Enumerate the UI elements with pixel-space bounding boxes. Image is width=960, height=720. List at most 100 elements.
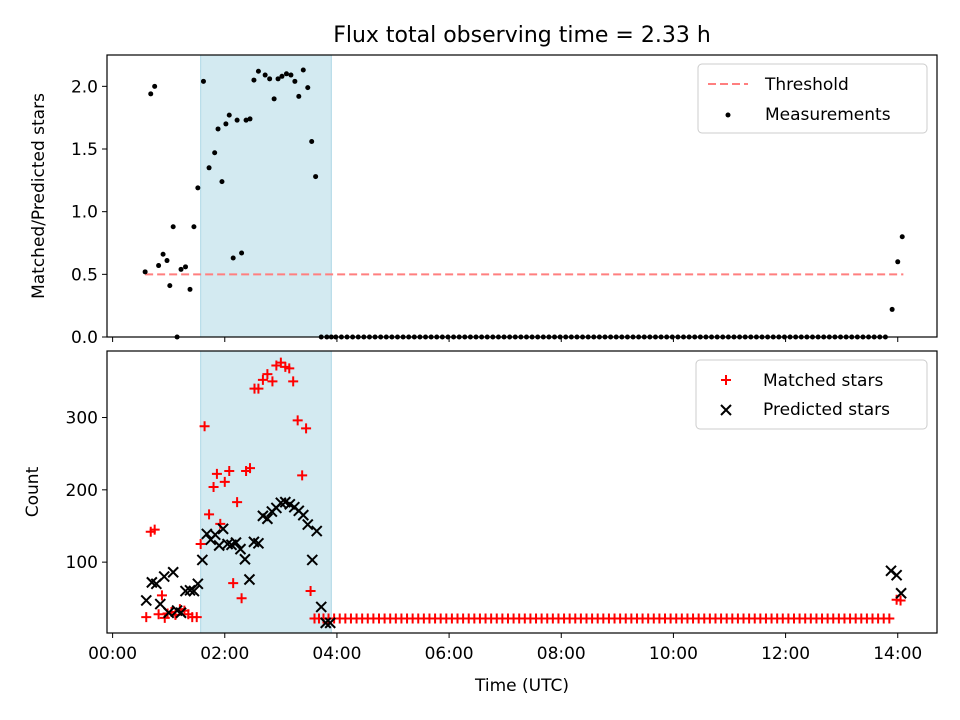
measurement-point xyxy=(889,306,895,312)
count-y-axis-label: Count xyxy=(23,466,43,517)
measurement-point xyxy=(239,250,245,256)
matched-star-marker xyxy=(301,423,312,434)
measurement-point xyxy=(247,116,253,122)
predicted-legend-cross xyxy=(720,404,732,416)
measurement-point xyxy=(899,234,905,240)
matched-star-marker xyxy=(195,539,206,550)
matched-star-marker xyxy=(245,463,256,474)
measurement-point xyxy=(212,150,218,156)
measurement-point xyxy=(251,77,257,83)
ratio-y-axis-label: Matched/Predicted stars xyxy=(29,93,49,299)
predicted-star-marker xyxy=(140,594,152,607)
predicted-stars-points xyxy=(140,496,907,629)
matched-star-marker xyxy=(224,466,235,477)
ratio-x-ticks xyxy=(112,337,899,342)
measurement-point xyxy=(292,78,298,84)
measurement-point xyxy=(255,68,261,74)
matched-star-marker xyxy=(149,524,160,535)
matched-star-marker xyxy=(292,415,303,426)
predicted-legend-label: Predicted stars xyxy=(763,400,890,420)
matched-star-marker xyxy=(208,481,219,492)
measurement-point xyxy=(148,91,154,97)
measurement-point xyxy=(164,258,170,264)
measurement-point xyxy=(313,174,319,180)
matched-star-marker xyxy=(288,376,299,387)
ratio-y-tick-label: 1.5 xyxy=(71,140,98,160)
x-tick-label: 00:00 xyxy=(88,644,137,664)
x-tick-label: 10:00 xyxy=(649,644,698,664)
measurement-point xyxy=(223,121,229,127)
measurement-point xyxy=(283,71,289,77)
ratio-legend-box xyxy=(697,63,928,134)
measurement-point xyxy=(267,76,273,82)
measurement-point xyxy=(234,117,240,123)
predicted-star-marker xyxy=(324,617,336,629)
matched-star-marker xyxy=(141,612,152,623)
measurement-point xyxy=(170,224,176,230)
matched-star-marker xyxy=(232,497,243,508)
measurement-point xyxy=(178,266,184,272)
threshold-legend-label: Threshold xyxy=(764,75,849,95)
count-panel: 100 200 300 00:00 02:00 04:00 06:00 08:00 10:00… xyxy=(23,350,938,696)
predicted-star-marker xyxy=(306,554,318,566)
matched-star-marker xyxy=(284,363,295,374)
x-tick-label: 12:00 xyxy=(761,644,810,664)
x-axis-label: Time (UTC) xyxy=(474,676,569,696)
measurement-point xyxy=(275,76,281,82)
ratio-panel: 0.00.51.01.52.0 Matched/Predicted stars … xyxy=(29,54,938,348)
measurement-point xyxy=(215,126,221,132)
matched-star-marker xyxy=(253,383,264,394)
predicted-star-marker xyxy=(302,518,314,531)
observing-window-shade xyxy=(200,54,332,338)
measurement-point xyxy=(895,259,901,265)
predicted-star-marker xyxy=(890,569,903,581)
predicted-star-marker xyxy=(320,617,332,629)
ratio-plot-frame xyxy=(106,54,938,338)
matched-star-marker xyxy=(156,590,167,601)
x-tick-label: 14:00 xyxy=(873,644,922,664)
predicted-star-marker xyxy=(252,537,265,550)
predicted-star-marker xyxy=(239,553,251,565)
predicted-star-marker xyxy=(895,587,907,599)
measurements-legend-label: Measurements xyxy=(765,105,891,125)
predicted-star-marker xyxy=(315,601,327,613)
predicted-star-marker xyxy=(162,607,175,619)
observing-window-shade-bottom xyxy=(200,350,332,634)
matched-star-marker xyxy=(236,593,247,604)
matched-star-marker xyxy=(305,586,316,597)
count-x-ticks: 00:00 02:00 04:00 06:00 08:00 10:00 12:00 14:00 xyxy=(88,633,922,664)
matched-star-marker xyxy=(275,357,286,368)
count-legend-box xyxy=(695,359,928,430)
measurement-point xyxy=(156,263,162,269)
measurement-point xyxy=(160,251,166,257)
ratio-y-tick-label: 0.5 xyxy=(71,265,98,285)
predicted-star-marker xyxy=(179,585,192,597)
measurement-point xyxy=(152,83,158,89)
count-legend: Matched stars Predicted stars xyxy=(695,359,928,430)
measurement-point xyxy=(142,269,148,275)
matched-star-marker xyxy=(191,612,202,623)
matched-star-marker xyxy=(204,509,215,520)
predicted-star-marker xyxy=(297,509,309,521)
measurement-point xyxy=(187,286,193,292)
measurement-point xyxy=(200,78,206,84)
x-tick-label: 06:00 xyxy=(425,644,474,664)
predicted-star-marker xyxy=(167,566,179,578)
matched-star-marker xyxy=(219,476,230,487)
count-plot-frame xyxy=(106,350,938,634)
ratio-y-ticks: 0.0 0.5 1.0 1.5 2.0 xyxy=(71,77,107,348)
measurement-point xyxy=(195,185,201,191)
predicted-star-marker xyxy=(158,570,170,583)
matched-legend-marker xyxy=(721,375,731,385)
x-tick-label: 02:00 xyxy=(200,644,249,664)
measurement-point xyxy=(288,72,294,78)
predicted-star-marker xyxy=(196,554,209,566)
measurement-point xyxy=(296,93,302,99)
measurement-point xyxy=(309,138,315,144)
measurement-point xyxy=(230,255,236,261)
x-tick-label: 08:00 xyxy=(537,644,586,664)
predicted-star-marker xyxy=(230,536,242,549)
predicted-star-marker xyxy=(243,573,256,586)
measurement-point xyxy=(279,73,285,79)
